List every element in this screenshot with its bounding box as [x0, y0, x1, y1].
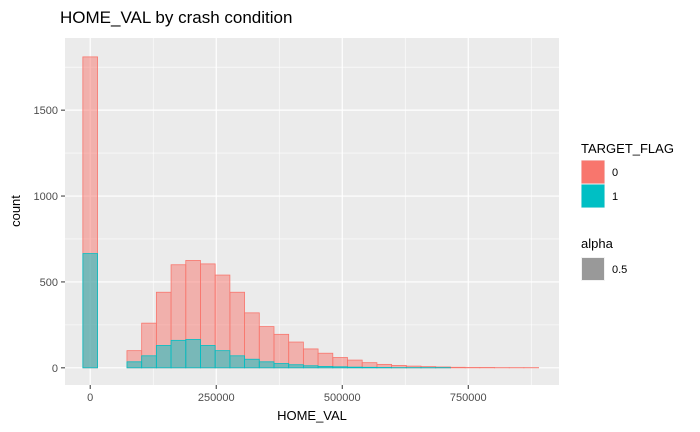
plot-panel [65, 38, 559, 385]
bar-series-1-bin-11 [244, 358, 260, 369]
bar-series-0-bin-25 [450, 366, 466, 369]
histogram-bars [82, 56, 540, 369]
x-tick-label: 500000 [324, 392, 361, 404]
bar-series-1-bin-18 [347, 366, 363, 369]
bar-series-1-bin-15 [302, 365, 319, 369]
y-axis-title: count [8, 195, 23, 227]
bar-series-0-bin-17 [332, 357, 348, 369]
legend-title-target-flag: TARGET_FLAG [581, 141, 674, 156]
x-tick-label: 0 [87, 392, 93, 404]
bar-series-0-bin-13 [273, 333, 290, 369]
y-axis-ticks: 0 500 1000 1500 [34, 105, 65, 375]
bar-series-1-bin-16 [317, 366, 334, 369]
bar-series-0-bin-14 [288, 341, 304, 369]
bar-series-1-bin-6 [170, 339, 187, 369]
x-axis-ticks: 0 250000 500000 750000 [87, 385, 487, 404]
bar-series-1-bin-8 [200, 345, 216, 369]
y-tick-label: 0 [52, 363, 58, 375]
legend-key-alpha [582, 258, 604, 280]
legend-label-1: 1 [612, 191, 618, 203]
bar-series-1-bin-14 [288, 364, 304, 369]
bar-series-1-bin-19 [361, 366, 378, 369]
bar-series-1-bin-10 [229, 355, 245, 369]
bar-series-0-bin-18 [347, 359, 363, 369]
legend-title-alpha: alpha [581, 236, 614, 251]
x-tick-label: 750000 [450, 392, 487, 404]
bar-series-1-bin-7 [185, 339, 201, 369]
bar-series-1-bin-17 [332, 366, 348, 369]
y-tick-label: 1500 [34, 105, 58, 117]
bar-series-0-bin-15 [302, 348, 319, 369]
bar-series-1-bin-12 [258, 361, 275, 369]
y-tick-label: 1000 [34, 191, 58, 203]
x-axis-title: HOME_VAL [277, 408, 347, 423]
bar-series-1-bin-0 [82, 253, 98, 369]
y-tick-label: 500 [40, 277, 58, 289]
bar-series-1-bin-13 [273, 363, 290, 369]
x-tick-label: 250000 [198, 392, 235, 404]
bar-series-1-bin-4 [141, 355, 157, 369]
legend: TARGET_FLAG 0 1 alpha 0.5 [581, 141, 674, 281]
bar-series-1-bin-3 [126, 361, 143, 369]
chart-title: HOME_VAL by crash condition [60, 8, 292, 27]
bar-series-1-bin-9 [214, 350, 231, 369]
legend-label-0: 0 [612, 167, 618, 179]
legend-key-1 [581, 184, 605, 208]
bar-series-0-bin-16 [317, 352, 334, 369]
legend-label-alpha: 0.5 [612, 264, 627, 276]
bar-series-1-bin-5 [155, 345, 172, 369]
legend-key-0 [581, 160, 605, 184]
